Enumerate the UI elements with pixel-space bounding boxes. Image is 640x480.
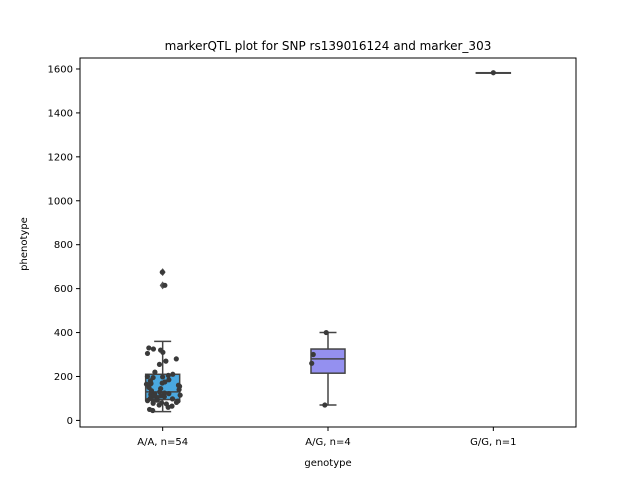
data-point [166,391,172,397]
data-point [169,396,176,402]
y-tick-label: 600 [54,284,73,295]
box-iqr [310,348,346,374]
strip-points [490,70,496,76]
chart-title: markerQTL plot for SNP rs139016124 and m… [165,39,492,53]
data-point [490,70,496,76]
x-tick-label: A/A, n=54 [137,437,188,448]
data-point [173,356,179,362]
y-tick-label: 200 [54,372,73,383]
data-point [177,392,183,398]
data-point [161,394,167,400]
strip-points [309,329,329,408]
data-point [144,350,151,357]
y-tick-label: 1000 [48,196,73,207]
data-point [144,398,151,404]
data-point [309,360,315,366]
data-point [323,329,329,336]
strip-points [143,269,183,414]
x-tick-label: G/G, n=1 [470,437,516,448]
data-point [150,407,156,414]
y-tick-label: 400 [54,328,73,339]
data-point [154,397,160,403]
y-tick-label: 0 [67,416,73,427]
data-point [156,361,163,368]
data-point [160,349,166,355]
data-point [165,404,171,410]
data-point [160,374,166,380]
data-point [148,380,154,387]
y-axis-title: phenotype [19,217,30,271]
data-point [310,351,316,358]
data-point [150,400,156,406]
data-point [322,402,328,408]
x-axis-title: genotype [304,458,351,469]
data-point [161,390,168,396]
y-tick-label: 1600 [48,64,73,75]
y-tick-label: 1400 [48,108,73,119]
data-point [157,389,163,395]
data-point [156,402,162,408]
data-point [176,387,182,393]
plot-area: 0 200 400 600 800 1000 1200 1400 1600 A/A, n=54 A/… [48,64,517,448]
data-point [165,372,171,378]
x-tick-label: A/G, n=4 [305,437,350,448]
box-group [310,331,346,406]
data-point [150,346,157,352]
data-point [159,269,165,275]
data-point [159,380,165,386]
data-point [173,399,180,405]
data-point [152,369,158,375]
data-point [170,371,176,377]
y-tick-label: 1200 [48,152,73,163]
data-point [162,282,168,288]
data-point [163,358,169,364]
y-tick-label: 800 [54,240,73,251]
axes-frame [79,57,577,428]
data-point [146,345,152,351]
data-point [166,377,172,383]
data-point [144,373,151,380]
